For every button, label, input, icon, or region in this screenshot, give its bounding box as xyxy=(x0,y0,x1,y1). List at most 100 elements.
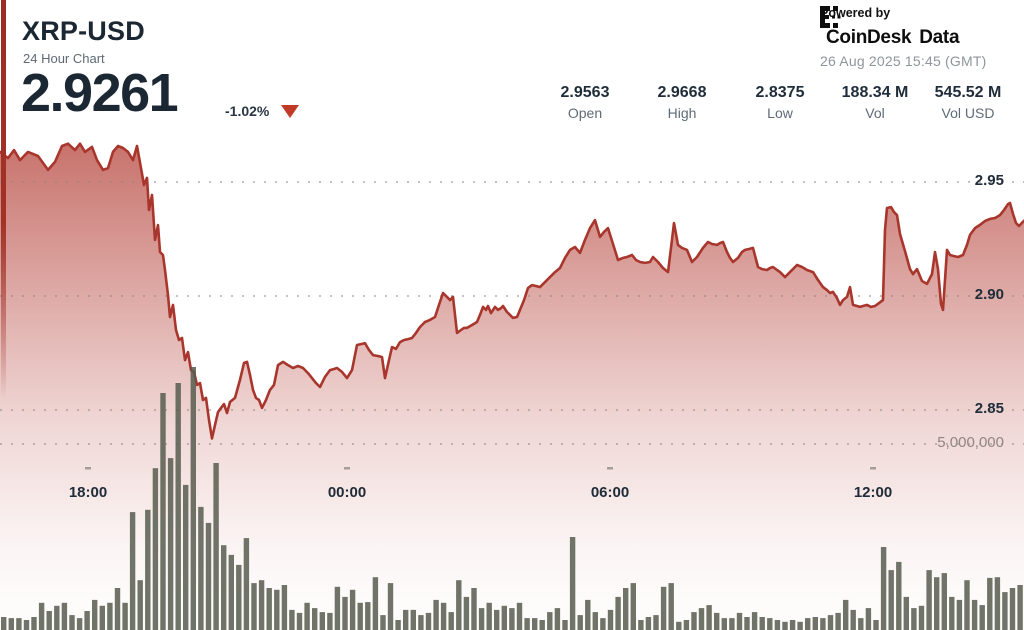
volume-bar xyxy=(615,596,621,630)
coindesk-data-logo[interactable]: CoinDesk Data xyxy=(820,6,1010,49)
volume-bar xyxy=(403,609,409,630)
volume-bar xyxy=(8,618,14,630)
chart-left-edge-accent xyxy=(1,0,6,400)
x-tick-mark xyxy=(870,467,876,470)
volume-bar xyxy=(979,605,985,630)
brand-name: CoinDesk xyxy=(826,27,912,48)
chart-timestamp: 26 Aug 2025 15:45 (GMT) xyxy=(820,53,987,69)
volume-bar xyxy=(607,609,614,630)
volume-bar xyxy=(789,620,796,630)
x-axis-label: 06:00 xyxy=(590,484,630,501)
volume-bar xyxy=(334,586,341,630)
volume-bar xyxy=(585,599,591,630)
chart-subtitle: 24 Hour Chart xyxy=(23,51,105,66)
volume-bar xyxy=(54,605,60,630)
volume-bar xyxy=(274,589,280,630)
volume-bar xyxy=(228,554,234,630)
price-change-percent: -1.02% xyxy=(225,103,270,119)
volume-bar xyxy=(949,596,955,630)
volume-bar xyxy=(152,468,159,630)
volume-bar xyxy=(994,577,1001,630)
y-axis-label: 2.85 xyxy=(974,400,1004,417)
volume-bar xyxy=(145,509,151,630)
volume-bar xyxy=(706,605,712,630)
volume-bar xyxy=(691,612,697,630)
volume-bar xyxy=(342,596,348,630)
powered-by-label: Powered by xyxy=(820,6,891,20)
volume-bar xyxy=(266,588,272,630)
volume-bar xyxy=(827,615,834,630)
volume-bar xyxy=(683,620,690,630)
volume-bar xyxy=(486,602,492,630)
volume-bar xyxy=(941,573,947,630)
volume-bar xyxy=(243,538,250,630)
stat-volume-usd-label: Vol USD xyxy=(941,105,995,121)
volume-bar xyxy=(478,608,485,630)
volume-bar xyxy=(190,367,196,630)
volume-bar xyxy=(630,583,636,630)
volume-bar xyxy=(167,458,174,630)
volume-bar xyxy=(107,602,113,630)
volume-bar xyxy=(471,588,477,630)
volume-bar xyxy=(918,605,925,630)
volume-bar xyxy=(213,463,219,630)
volume-bar xyxy=(600,618,606,630)
volume-bar xyxy=(843,599,849,630)
volume-bar xyxy=(858,618,864,630)
volume-bar xyxy=(865,608,872,630)
volume-bar xyxy=(236,564,242,630)
volume-bar xyxy=(964,580,970,630)
volume-bar xyxy=(129,512,136,630)
volume-bar xyxy=(547,612,553,630)
volume-bar xyxy=(38,602,45,630)
volume-bar xyxy=(296,612,303,630)
stat-volume-label: Vol xyxy=(865,105,885,121)
volume-bar xyxy=(645,617,652,630)
x-tick-mark xyxy=(344,467,350,470)
volume-bar xyxy=(751,612,758,630)
volume-bar xyxy=(433,599,439,630)
volume-bar xyxy=(327,612,333,630)
volume-bar xyxy=(221,545,227,630)
price-area-fill xyxy=(0,143,1024,630)
volume-bar xyxy=(380,615,386,630)
volume-bar xyxy=(198,506,204,630)
volume-bar xyxy=(797,621,803,630)
volume-bar xyxy=(744,617,750,630)
volume-bar xyxy=(31,617,37,630)
volume-axis-label: 5,000,000 xyxy=(937,434,1004,451)
x-tick-mark xyxy=(607,467,613,470)
volume-bar xyxy=(501,605,507,630)
volume-bar xyxy=(714,612,720,630)
volume-bar xyxy=(653,615,659,630)
volume-bar xyxy=(676,621,682,630)
volume-bar xyxy=(289,609,295,630)
volume-bar xyxy=(767,618,773,630)
volume-bar xyxy=(418,615,424,630)
volume-bar xyxy=(623,588,629,630)
volume-bar xyxy=(365,602,371,630)
volume-bar xyxy=(137,580,143,630)
volume-bar xyxy=(903,596,909,630)
volume-bar xyxy=(387,583,394,630)
volume-bar xyxy=(448,612,454,630)
volume-bar xyxy=(372,577,379,630)
volume-bar xyxy=(425,612,432,630)
volume-bar xyxy=(175,383,181,630)
stat-volume-usd: 545.52 M Vol USD xyxy=(913,84,1023,121)
x-axis-label: 00:00 xyxy=(327,484,367,501)
triangle-down-icon xyxy=(281,105,300,118)
volume-bar xyxy=(61,602,68,630)
stat-open-value: 2.9563 xyxy=(560,84,610,101)
stat-open-label: Open xyxy=(567,105,603,121)
volume-bar xyxy=(562,620,568,630)
volume-bar xyxy=(873,620,879,630)
volume-bar xyxy=(76,618,83,630)
volume-bar xyxy=(319,612,325,630)
brand-suffix: Data xyxy=(919,27,960,48)
volume-bar xyxy=(410,609,416,630)
current-price: 2.9261 xyxy=(21,63,179,123)
volume-bar xyxy=(509,608,515,630)
